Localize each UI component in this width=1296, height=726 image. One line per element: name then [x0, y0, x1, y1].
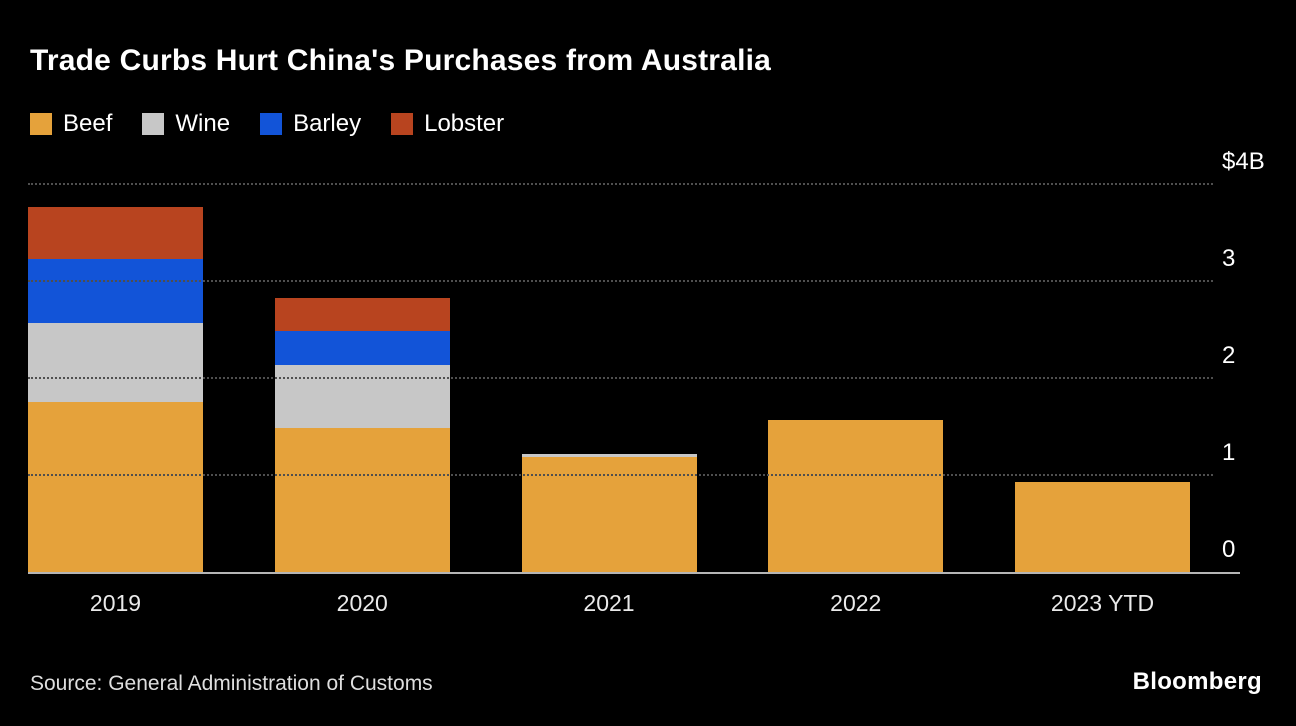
chart-title: Trade Curbs Hurt China's Purchases from …: [30, 44, 772, 77]
legend-item-lobster: Lobster: [391, 110, 504, 138]
gridline: [28, 183, 1213, 185]
legend-label: Wine: [175, 110, 231, 137]
bar-2020: [274, 297, 450, 572]
bar-segment-beef: [1015, 481, 1190, 572]
plot-area: [28, 183, 1240, 574]
bar-segment-wine: [28, 322, 203, 403]
x-tick-label: 2019: [89, 590, 142, 616]
gridline: [28, 474, 1213, 476]
x-tick-label: 2023 YTD: [1050, 590, 1155, 616]
bar-segment-lobster: [274, 297, 450, 331]
legend-swatch-lobster: [391, 113, 414, 135]
x-axis-line: [28, 572, 1240, 574]
y-tick-label: 3: [1222, 245, 1236, 272]
x-axis-labels: 2019 2020 2021 2022 2023 YTD: [28, 590, 1190, 617]
y-axis-labels: 0 1 2 3 $4B: [1222, 148, 1296, 572]
legend-label: Barley: [293, 110, 362, 137]
legend-label: Beef: [63, 110, 113, 137]
bar-segment-beef: [768, 419, 944, 572]
y-tick-label: $4B: [1222, 148, 1265, 175]
bar-segment-wine: [521, 453, 697, 457]
legend-item-barley: Barley: [260, 110, 361, 138]
bar-2022: [768, 419, 944, 572]
gridline: [28, 377, 1213, 379]
legend-swatch-barley: [260, 113, 283, 135]
bars-layer: [28, 184, 1190, 572]
x-tick-label: 2021: [583, 590, 635, 616]
legend: Beef Wine Barley Lobster: [30, 110, 504, 138]
x-tick-label: 2020: [336, 590, 388, 616]
bar-segment-barley: [274, 330, 450, 366]
bloomberg-logo: Bloomberg: [1132, 668, 1262, 695]
y-tick-label: 0: [1222, 536, 1236, 563]
y-tick-label: 2: [1222, 342, 1236, 369]
bar-2019: [28, 207, 203, 572]
bar-segment-lobster: [28, 207, 203, 259]
legend-swatch-beef: [30, 113, 52, 135]
legend-item-beef: Beef: [30, 110, 112, 138]
x-tick-label: 2022: [830, 590, 882, 616]
bar-segment-wine: [274, 365, 450, 429]
source-note: Source: General Administration of Custom…: [30, 672, 433, 695]
gridline: [28, 280, 1213, 282]
bar-segment-barley: [28, 258, 203, 323]
y-tick-label: 1: [1222, 439, 1236, 466]
legend-item-wine: Wine: [142, 110, 230, 138]
legend-label: Lobster: [424, 110, 505, 137]
bar-2021: [521, 453, 697, 572]
bar-2023-ytd: [1015, 481, 1190, 572]
bar-segment-beef: [28, 402, 203, 572]
bar-segment-beef: [274, 428, 450, 572]
legend-swatch-wine: [142, 113, 165, 135]
